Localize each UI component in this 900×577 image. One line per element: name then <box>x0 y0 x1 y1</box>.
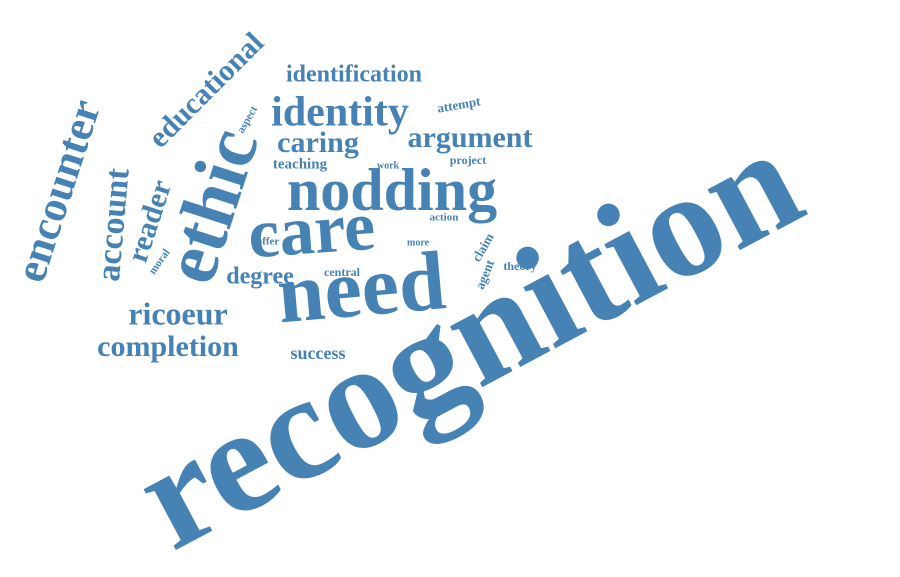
cloud-word-ricoeur: ricoeur <box>128 295 228 331</box>
cloud-word-completion: completion <box>97 330 239 363</box>
cloud-word-argument: argument <box>408 121 533 154</box>
cloud-word-more: more <box>407 237 430 248</box>
cloud-word-account: account <box>90 166 137 283</box>
cloud-word-nodding: nodding <box>287 157 497 223</box>
cloud-word-aspect: aspect <box>235 104 260 136</box>
cloud-word-degree: degree <box>226 264 294 290</box>
cloud-word-attempt: attempt <box>436 93 482 115</box>
cloud-word-identity: identity <box>271 90 409 136</box>
cloud-word-offer: offer <box>257 236 280 248</box>
cloud-word-action: action <box>430 212 459 224</box>
cloud-word-caring: caring <box>277 126 359 159</box>
cloud-word-care: care <box>246 188 378 274</box>
cloud-word-need: need <box>274 234 449 341</box>
cloud-word-theory: theory <box>503 259 536 273</box>
cloud-word-identification: identification <box>286 62 422 88</box>
cloud-word-central: central <box>324 265 361 279</box>
cloud-word-teaching: teaching <box>273 156 328 172</box>
cloud-word-project: project <box>450 153 486 167</box>
cloud-word-work: work <box>377 160 400 171</box>
cloud-word-success: success <box>291 343 346 363</box>
